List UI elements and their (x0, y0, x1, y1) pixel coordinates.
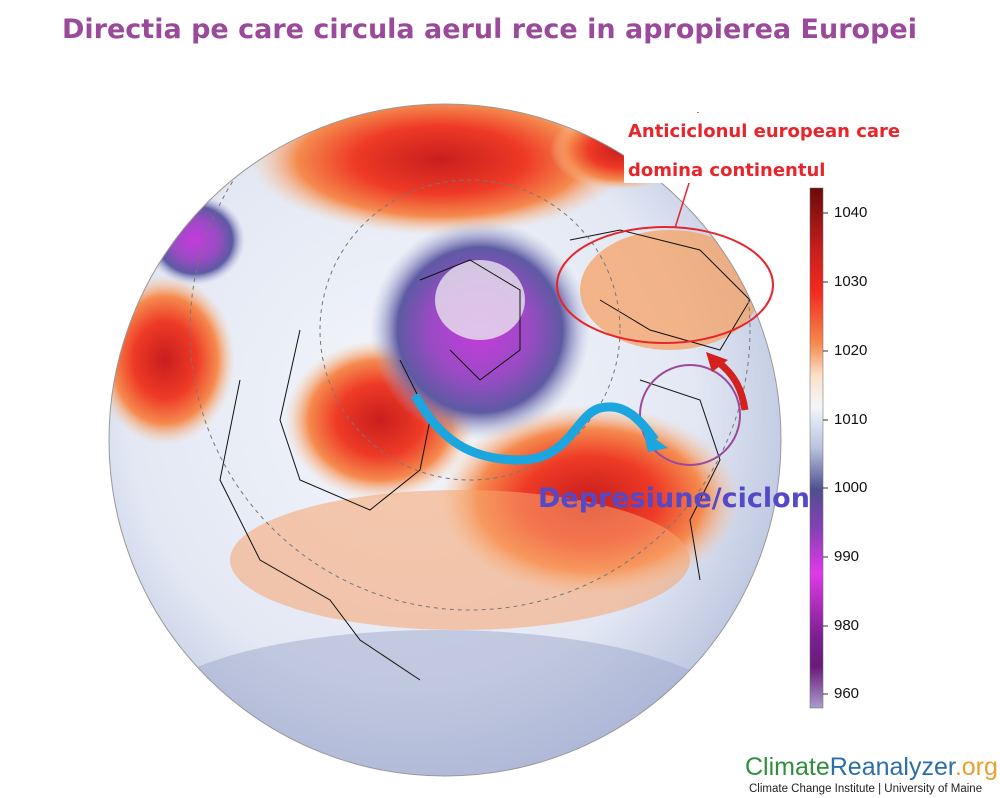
warm-arrow (715, 359, 749, 411)
annotation: Anticiclonul european care (628, 121, 900, 142)
colorbar-label: 990 (834, 548, 859, 565)
colorbar-label: 1000 (834, 479, 867, 496)
colorbar-label: 1020 (834, 342, 867, 359)
brand-part: Reanalyzer (830, 753, 956, 781)
colorbar-label: 960 (834, 685, 859, 702)
credit: Climate Change Institute | University of… (749, 783, 982, 795)
brand-part: Climate (745, 753, 830, 781)
colorbar (809, 187, 824, 709)
anticyclone-ring (556, 226, 774, 344)
annotation: Depresiune/ciclon (538, 483, 810, 514)
colorbar-label: 980 (834, 617, 859, 634)
arrow-head (706, 352, 728, 372)
globe-edge (108, 103, 782, 777)
title: Directia pe care circula aerul rece in a… (62, 14, 917, 45)
colorbar-label: 1010 (834, 411, 867, 428)
colorbar-label: 1040 (834, 204, 867, 221)
colorbar-ticks: 1040 1030 1020 1010 1000 990 980 960 (823, 204, 867, 702)
depression-ring (639, 364, 741, 466)
annotation: domina continentul (628, 160, 825, 181)
annotation-box (624, 113, 900, 183)
brand: ClimateReanalyzer.org (745, 753, 998, 781)
globe (109, 104, 781, 776)
brand-part: .org (955, 753, 998, 781)
arrow-head (643, 430, 668, 452)
cold-air-arrow (411, 392, 659, 465)
colorbar-label: 1030 (834, 273, 867, 290)
